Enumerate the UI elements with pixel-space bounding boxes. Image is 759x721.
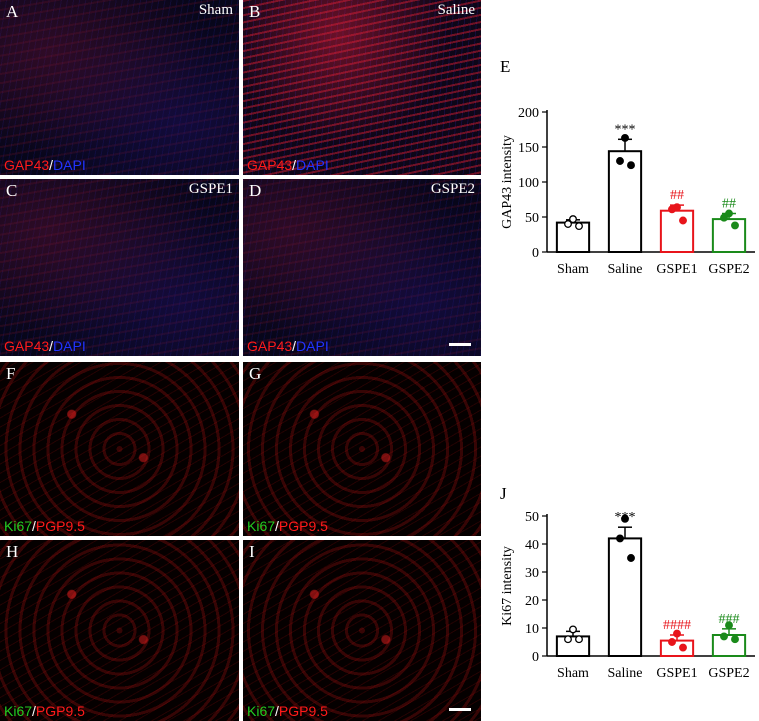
data-point bbox=[673, 629, 681, 638]
stain-label: Ki67/PGP9.5 bbox=[247, 703, 328, 719]
data-point bbox=[720, 213, 728, 222]
bar bbox=[659, 209, 695, 253]
data-point bbox=[627, 161, 635, 170]
y-tick-label: 10 bbox=[525, 622, 539, 637]
x-tick-label: GSPE1 bbox=[656, 262, 697, 277]
x-tick-label: Saline bbox=[608, 666, 643, 681]
y-tick-label: 200 bbox=[518, 106, 539, 121]
x-tick-label: GSPE2 bbox=[708, 666, 749, 681]
panel-condition: Sham bbox=[198, 2, 233, 18]
stain-label: Ki67/PGP9.5 bbox=[4, 703, 85, 719]
y-axis-label: GAP43 intensity bbox=[500, 135, 515, 229]
data-point bbox=[668, 205, 676, 214]
data-point bbox=[564, 220, 572, 228]
ki67-bar-chart: 0 10 20 30 40 50 Ki67 intensity Sham *** Saline ##… bbox=[500, 510, 755, 681]
data-point bbox=[668, 638, 676, 646]
significance-label: ### bbox=[719, 612, 740, 627]
micrograph-panel-h: H Ki67/PGP9.5 bbox=[0, 540, 239, 721]
bar bbox=[607, 150, 643, 254]
stain-label: GAP43/DAPI bbox=[247, 157, 329, 173]
bar bbox=[555, 635, 591, 657]
y-tick-label: 50 bbox=[525, 510, 539, 525]
x-tick-label: Sham bbox=[557, 666, 589, 681]
data-point bbox=[679, 643, 687, 652]
data-point bbox=[720, 632, 728, 641]
scale-bar bbox=[449, 343, 471, 346]
bar bbox=[607, 537, 643, 657]
micrograph-panel-b: B Saline GAP43/DAPI bbox=[243, 0, 481, 175]
bar bbox=[711, 218, 747, 253]
chart-letter-j: J bbox=[500, 484, 507, 503]
panel-condition: Saline bbox=[437, 2, 476, 18]
micrograph-panel-f: F Ki67/PGP9.5 bbox=[0, 362, 239, 536]
bar bbox=[711, 634, 747, 657]
data-point bbox=[731, 635, 739, 644]
significance-label: ## bbox=[670, 188, 684, 203]
significance-label: #### bbox=[663, 618, 691, 633]
micrograph-panel-c: C GSPE1 GAP43/DAPI bbox=[0, 179, 239, 356]
y-axis-label: Ki67 intensity bbox=[500, 546, 515, 626]
stain-label: GAP43/DAPI bbox=[4, 338, 86, 354]
significance-label: *** bbox=[615, 510, 636, 525]
y-tick-label: 30 bbox=[525, 566, 539, 581]
stain-label: Ki67/PGP9.5 bbox=[247, 518, 328, 534]
panel-letter: C bbox=[6, 181, 18, 200]
y-tick-label: 50 bbox=[525, 211, 539, 226]
data-point bbox=[569, 215, 577, 224]
y-tick-label: 150 bbox=[518, 141, 539, 156]
panel-letter: A bbox=[6, 2, 19, 21]
micrograph-panel-d: D GSPE2 GAP43/DAPI bbox=[243, 179, 481, 356]
significance-label: *** bbox=[615, 122, 636, 137]
data-point bbox=[621, 133, 629, 142]
panel-condition: GSPE2 bbox=[430, 181, 475, 197]
data-point bbox=[564, 635, 572, 644]
y-tick-label: 0 bbox=[532, 650, 539, 665]
y-tick-label: 20 bbox=[525, 594, 539, 609]
scale-bar bbox=[449, 708, 471, 711]
data-point bbox=[627, 554, 635, 562]
data-point bbox=[575, 222, 583, 231]
chart-letter-e: E bbox=[500, 57, 511, 76]
x-tick-label: GSPE2 bbox=[708, 262, 749, 277]
data-point bbox=[725, 621, 733, 630]
data-point bbox=[575, 635, 583, 644]
panel-letter: H bbox=[6, 542, 19, 561]
data-point bbox=[616, 534, 624, 543]
significance-label: ## bbox=[722, 197, 736, 212]
stain-label: Ki67/PGP9.5 bbox=[4, 518, 85, 534]
data-point bbox=[569, 625, 577, 634]
data-point bbox=[616, 157, 624, 165]
stain-label: GAP43/DAPI bbox=[4, 157, 86, 173]
panel-letter: I bbox=[249, 542, 255, 561]
stain-label: GAP43/DAPI bbox=[247, 338, 329, 354]
panel-condition: GSPE1 bbox=[188, 181, 233, 197]
data-point bbox=[621, 514, 629, 523]
data-point bbox=[731, 221, 739, 230]
y-tick-label: 0 bbox=[532, 246, 539, 261]
y-tick-label: 100 bbox=[518, 176, 539, 191]
panel-letter: D bbox=[249, 181, 262, 200]
x-tick-label: Saline bbox=[608, 262, 643, 277]
x-tick-label: GSPE1 bbox=[656, 666, 697, 681]
panel-letter: B bbox=[249, 2, 261, 21]
micrograph-panel-g: G Ki67/PGP9.5 bbox=[243, 362, 481, 536]
data-point bbox=[725, 209, 733, 218]
panel-letter: G bbox=[249, 364, 262, 383]
bar bbox=[659, 639, 695, 658]
bar bbox=[555, 221, 591, 253]
data-point bbox=[679, 216, 687, 225]
panel-letter: F bbox=[6, 364, 16, 383]
y-tick-label: 40 bbox=[525, 538, 539, 553]
x-tick-label: Sham bbox=[557, 262, 589, 277]
micrograph-panel-a: A Sham GAP43/DAPI bbox=[0, 0, 239, 175]
micrograph-panel-i: I Ki67/PGP9.5 bbox=[243, 540, 481, 721]
